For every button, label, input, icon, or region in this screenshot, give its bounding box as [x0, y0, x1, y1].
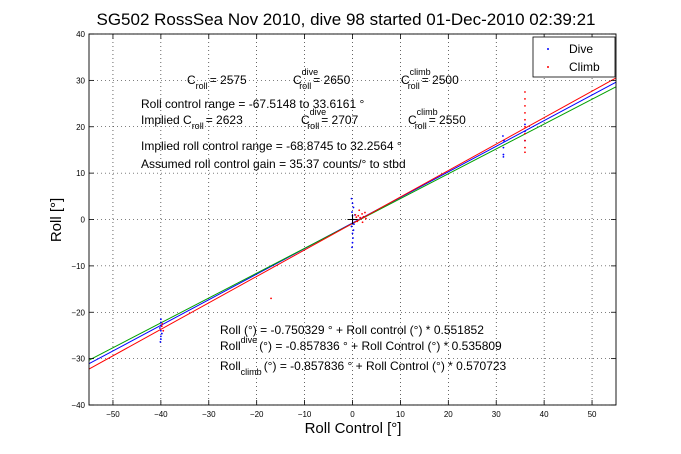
climb-point [524, 151, 526, 154]
y-tick-label: 20 [76, 123, 85, 132]
x-tick-label: −40 [154, 410, 168, 419]
dive-point [353, 223, 355, 226]
dive-point [351, 241, 354, 244]
dive-point [351, 246, 353, 249]
climb-point [161, 322, 164, 325]
y-tick-label: −30 [71, 355, 85, 364]
plot-frame [88, 33, 617, 406]
dive-point [502, 146, 505, 149]
legend-dive-label: Dive [569, 42, 593, 56]
dive-point [159, 318, 162, 321]
dive-point [159, 327, 161, 329]
c-roll: Croll = 2575 [187, 73, 247, 91]
dive-point [159, 341, 162, 343]
x-tick-label: 20 [444, 410, 453, 419]
implied-c-roll-climb: Cclimb roll = 2550 [408, 107, 466, 131]
x-tick-label: 50 [588, 410, 597, 419]
y-tick-label: 10 [76, 169, 85, 178]
climb-point [524, 139, 526, 142]
climb-point [354, 213, 357, 216]
c-roll-dive: Cdive roll = 2650 [293, 67, 351, 91]
x-tick-label: 30 [492, 410, 501, 419]
x-tick-label: 0 [350, 410, 355, 419]
c-roll-climb: Cclimb roll = 2500 [401, 67, 459, 91]
dive-point [352, 206, 355, 209]
climb-point [524, 125, 526, 128]
climb-point [361, 221, 364, 224]
dive-point [350, 225, 353, 228]
y-axis-label: Roll [°] [48, 198, 65, 242]
axes [88, 33, 617, 406]
climb-point [524, 111, 526, 114]
x-tick-label: −30 [202, 410, 216, 419]
climb-point [358, 209, 361, 212]
climb-point [524, 118, 526, 121]
legend-climb-label: Climb [569, 60, 600, 74]
dive-point [159, 335, 162, 338]
dive-point [502, 139, 505, 142]
equation-climb: Rollclimb (°) = -0.857836 ° + Roll Contro… [220, 359, 507, 377]
chart-title: SG502 RossSea Nov 2010, dive 98 started … [97, 10, 596, 29]
assumed-gain: Assumed roll control gain = 35.37 counts… [141, 157, 406, 171]
y-tick-label: −20 [71, 308, 85, 317]
climb-point [362, 215, 365, 218]
y-tick-label: 40 [76, 30, 85, 39]
x-axis-label: Roll Control [°] [305, 420, 402, 437]
y-tick-label: −10 [71, 262, 85, 271]
y-tick-label: 30 [76, 76, 85, 85]
x-tick-label: 10 [396, 410, 405, 419]
climb-point [524, 98, 526, 100]
dive-point [524, 123, 526, 126]
dive-point [351, 211, 353, 213]
climb-point [359, 216, 362, 219]
climb-point [364, 211, 366, 214]
dive-point [159, 338, 162, 341]
climb-point [524, 146, 526, 149]
dive-point [160, 332, 163, 335]
climb-point [524, 91, 526, 93]
x-tick-label: −20 [250, 410, 264, 419]
climb-point [160, 325, 163, 328]
dive-point [352, 237, 354, 239]
legend: Dive Climb [532, 36, 616, 78]
data-points [159, 91, 526, 343]
climb-point [357, 214, 360, 217]
climb-point [356, 220, 359, 223]
equation-dive: Rolldive (°) = -0.857836 ° + Roll Control… [220, 335, 502, 353]
climb-point [270, 297, 272, 300]
climb-point [524, 104, 526, 107]
climb-point [162, 329, 165, 332]
legend-climb-marker [547, 66, 549, 68]
dive-point [350, 197, 353, 200]
dive-point [502, 135, 504, 137]
legend-dive-marker [547, 48, 549, 50]
dive-point [159, 329, 162, 332]
y-tick-label: 0 [81, 216, 86, 225]
implied-c-roll: Implied Croll = 2623 [141, 113, 243, 131]
dive-point [351, 232, 354, 235]
x-tick-label: −10 [298, 410, 312, 419]
dive-point [524, 130, 526, 133]
climb-point [361, 213, 363, 215]
climb-point [365, 217, 367, 220]
climb-point [355, 216, 358, 219]
implied-c-roll-dive: Cdive roll = 2707 [301, 107, 359, 131]
dive-point [502, 155, 505, 158]
climb-point [524, 132, 526, 135]
x-tick-label: 40 [540, 410, 549, 419]
dive-point [351, 202, 354, 205]
equation-all: Roll (°) = -0.750329 ° + Roll control (°… [220, 323, 484, 337]
roll-control-range: Roll control range = -67.5148 to 33.6161… [141, 97, 364, 111]
implied-roll-control-range: Implied roll control range = -68.8745 to… [141, 139, 402, 153]
tick-labels: −50 −40 −30 −20 −10 0 10 20 30 40 50 −40 −30 −20 −10 0 1… [71, 30, 597, 419]
dive-point [159, 321, 162, 324]
dive-point [502, 153, 505, 156]
y-tick-label: −40 [71, 401, 85, 410]
annotations: Croll = 2575 Cdive roll = 2650 Cclimb roll = … [141, 67, 507, 377]
x-tick-label: −50 [106, 410, 120, 419]
dive-point [352, 229, 355, 232]
